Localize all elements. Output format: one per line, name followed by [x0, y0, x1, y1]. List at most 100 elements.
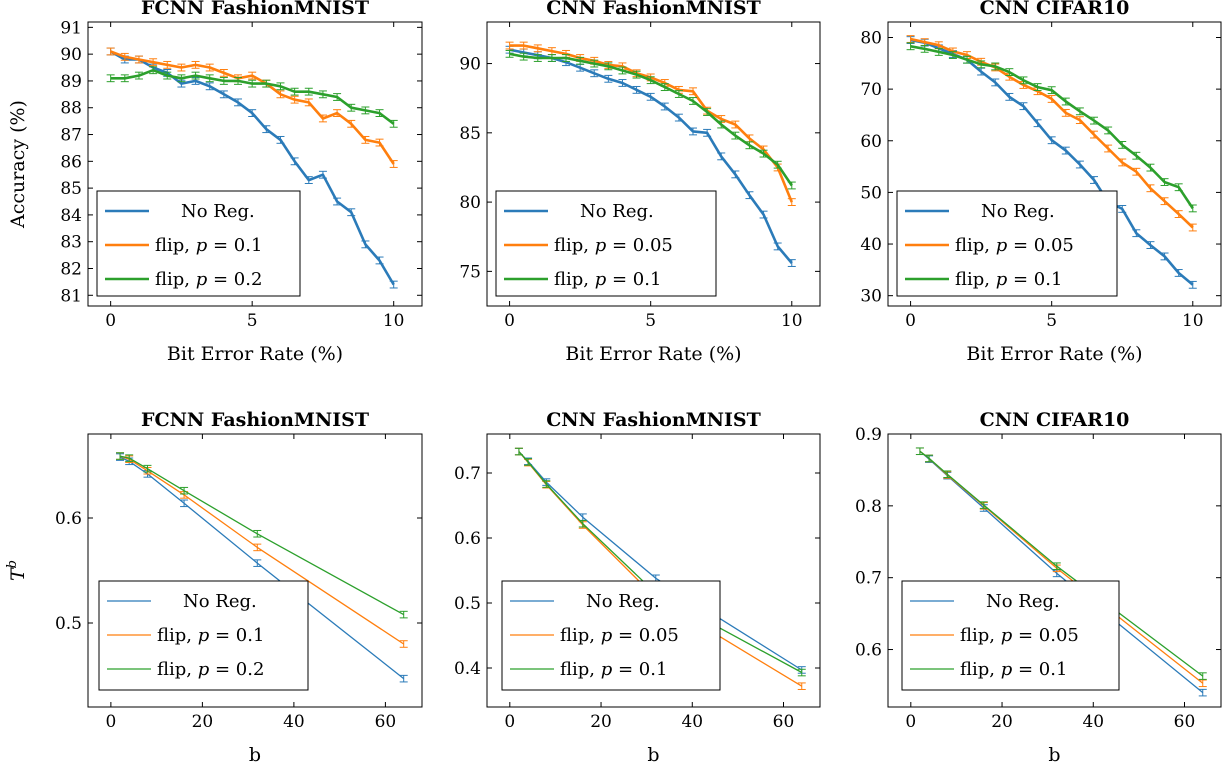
series-line [119, 455, 405, 645]
y-tick-label: 84 [60, 206, 82, 226]
series-line [509, 44, 794, 203]
x-tick-label: 10 [383, 311, 405, 331]
y-tick-label: 91 [60, 18, 82, 38]
y-tick-label: 50 [860, 183, 882, 203]
y-tick-label: 0.7 [454, 464, 481, 484]
legend-label: flip, p = 0.1 [560, 659, 667, 680]
x-tick-label: 0 [105, 311, 116, 331]
chart-panel-2: CNN FashionMNIST 0 5 10 75 80 85 90 Bit Error Ra… [459, 0, 821, 365]
y-tick-label: 60 [860, 132, 882, 152]
series-orange [106, 47, 398, 168]
y-tick-label: 89 [60, 72, 82, 92]
y-tick-label: 0.8 [855, 497, 882, 517]
x-tick-label: 0 [905, 311, 916, 331]
legend-label: No Reg. [181, 201, 255, 222]
x-tick-label: 20 [192, 712, 214, 732]
legend: No Reg. flip, p = 0.05 flip, p = 0.1 [501, 580, 721, 691]
y-tick-label: 82 [60, 259, 82, 279]
x-tick-label: 0 [905, 712, 916, 732]
chart-title: CNN CIFAR10 [980, 0, 1130, 19]
y-tick-label: 85 [459, 124, 481, 144]
chart-panel-4: FCNN FashionMNIST 0 20 40 60 0.5 0.6 b Tb No Reg.… [5, 409, 423, 766]
legend-label: flip, p = 0.1 [554, 269, 661, 290]
x-tick-label: 5 [247, 311, 258, 331]
y-tick-label: 0.6 [855, 641, 882, 661]
y-axis-label: Tb [5, 560, 29, 581]
x-tick-label: 0 [504, 712, 515, 732]
y-tick-label: 40 [860, 235, 882, 255]
x-tick-label: 60 [375, 712, 397, 732]
y-tick-label: 30 [860, 287, 882, 307]
x-tick-label: 0 [504, 311, 515, 331]
chart-title: FCNN FashionMNIST [141, 409, 369, 431]
chart-panel-5: CNN FashionMNIST 0 20 40 60 0.4 0.5 0.6 0.7 b No R… [454, 409, 821, 766]
x-tick-label: 0 [105, 712, 116, 732]
legend-label: flip, p = 0.05 [955, 235, 1074, 256]
x-axis-label: b [249, 744, 261, 766]
x-axis-label: Bit Error Rate (%) [966, 343, 1142, 365]
legend: No Reg. flip, p = 0.05 flip, p = 0.1 [896, 190, 1118, 297]
chart-title: CNN CIFAR10 [980, 409, 1130, 431]
x-tick-label: 5 [645, 311, 656, 331]
series-orange [505, 41, 796, 207]
legend-label: flip, p = 0.1 [157, 625, 264, 646]
x-tick-label: 20 [991, 712, 1013, 732]
legend: No Reg. flip, p = 0.05 flip, p = 0.1 [901, 580, 1120, 691]
legend: No Reg. flip, p = 0.1 flip, p = 0.2 [96, 190, 301, 297]
y-tick-label: 0.5 [55, 614, 82, 634]
legend-label: flip, p = 0.2 [157, 659, 264, 680]
chart-title: CNN FashionMNIST [546, 0, 761, 19]
y-tick-label: 0.7 [855, 569, 882, 589]
legend-label: flip, p = 0.1 [955, 269, 1062, 290]
y-tick-label: 80 [860, 28, 882, 48]
legend-label: flip, p = 0.05 [560, 625, 679, 646]
x-tick-label: 5 [1046, 311, 1057, 331]
plot-frame [486, 433, 821, 708]
x-tick-label: 40 [1082, 712, 1104, 732]
x-axis-label: Bit Error Rate (%) [167, 343, 343, 365]
series-green [106, 66, 398, 128]
x-axis-label: Bit Error Rate (%) [565, 343, 741, 365]
series-green [505, 49, 796, 190]
y-tick-label: 81 [60, 286, 82, 306]
series-green [906, 42, 1197, 213]
y-tick-label: 88 [60, 99, 82, 119]
y-tick-label: 87 [60, 126, 82, 146]
x-axis-label: b [647, 744, 659, 766]
x-axis-label: b [1048, 744, 1060, 766]
legend-label: flip, p = 0.05 [554, 235, 673, 256]
y-tick-label: 90 [60, 45, 82, 65]
x-tick-label: 40 [283, 712, 305, 732]
legend-label: flip, p = 0.2 [155, 269, 262, 290]
chart-panel-3: CNN CIFAR10 0 5 10 30 40 50 60 70 80 Bit Error Rat… [860, 0, 1222, 365]
x-tick-label: 10 [781, 311, 803, 331]
y-tick-label: 70 [860, 80, 882, 100]
x-tick-label: 20 [590, 712, 612, 732]
legend-label: No Reg. [183, 591, 257, 612]
y-tick-label: 0.4 [454, 659, 481, 679]
plot-frame [887, 21, 1222, 307]
y-tick-label: 83 [60, 233, 82, 253]
series-line [910, 45, 1194, 210]
legend-label: No Reg. [580, 201, 654, 222]
chart-panel-1: FCNN FashionMNIST 0 5 10 81 82 83 84 85 86 87 88 89 9… [7, 0, 423, 365]
plot-frame [486, 21, 821, 307]
chart-title: FCNN FashionMNIST [141, 0, 369, 19]
y-tick-label: 0.6 [55, 509, 82, 529]
series-green [116, 452, 408, 619]
plot-frame [887, 433, 1222, 708]
y-tick-label: 75 [459, 262, 481, 282]
legend-label: flip, p = 0.05 [960, 625, 1079, 646]
plot-frame [87, 21, 423, 307]
legend-label: No Reg. [986, 591, 1060, 612]
legend-label: flip, p = 0.1 [960, 659, 1067, 680]
legend-label: flip, p = 0.1 [155, 235, 262, 256]
y-tick-label: 85 [60, 179, 82, 199]
y-tick-label: 0.9 [855, 425, 882, 445]
x-tick-label: 40 [681, 712, 703, 732]
x-tick-label: 60 [1174, 712, 1196, 732]
legend: No Reg. flip, p = 0.05 flip, p = 0.1 [495, 190, 717, 297]
legend: No Reg. flip, p = 0.1 flip, p = 0.2 [98, 580, 309, 691]
plot-frame [87, 433, 423, 708]
legend-label: No Reg. [981, 201, 1055, 222]
